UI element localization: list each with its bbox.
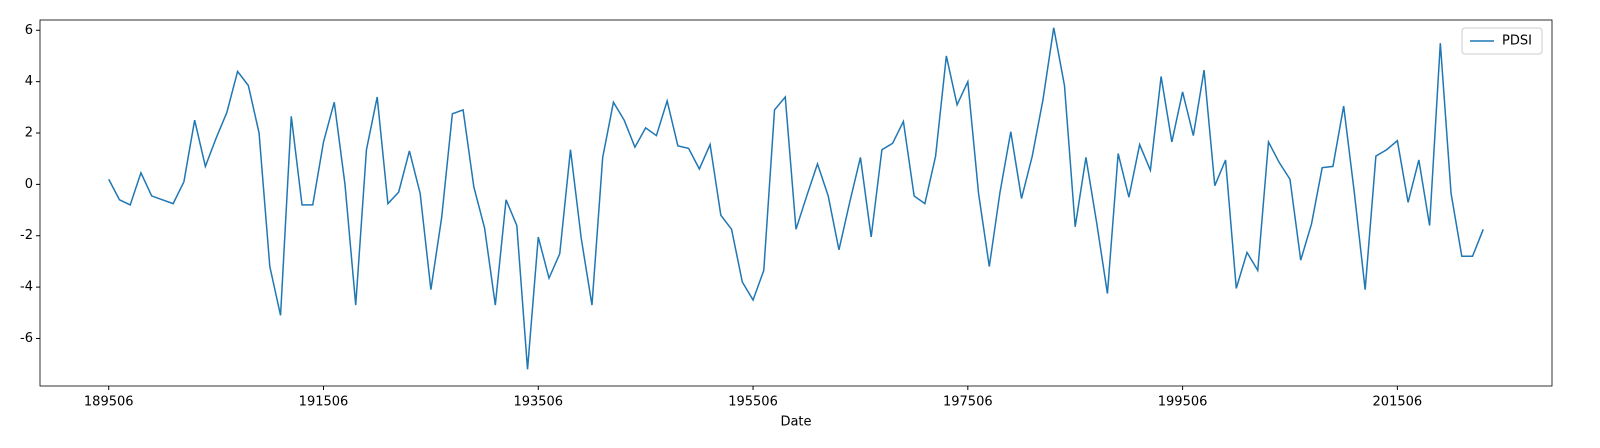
x-tick-label: 189506 xyxy=(84,395,134,410)
x-tick-label: 201506 xyxy=(1373,395,1423,410)
y-tick-label: -4 xyxy=(20,280,33,295)
x-tick-label: 199506 xyxy=(1158,395,1208,410)
x-axis-label: Date xyxy=(780,415,811,430)
y-tick-label: 4 xyxy=(25,74,33,89)
legend-box xyxy=(1461,27,1543,55)
x-tick-label: 191506 xyxy=(299,395,349,410)
x-tick-label: 197506 xyxy=(943,395,993,410)
y-tick-label: 2 xyxy=(25,126,33,141)
plot-frame xyxy=(39,19,1553,387)
line xyxy=(108,27,1484,370)
legend-label: PDSI xyxy=(1502,34,1532,49)
y-tick-label: -6 xyxy=(20,331,33,346)
y-tick-label: 6 xyxy=(25,23,33,38)
y-tick-label: 0 xyxy=(25,177,33,192)
x-tick-label: 195506 xyxy=(728,395,778,410)
y-tick-label: -2 xyxy=(20,228,33,243)
x-tick-label: 193506 xyxy=(513,395,563,410)
